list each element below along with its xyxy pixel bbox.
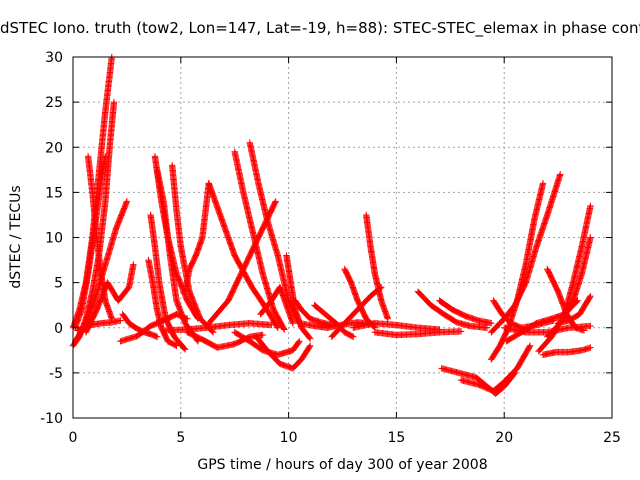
y-tick-label: -10 — [40, 411, 63, 427]
series-arc15 — [162, 320, 275, 334]
x-tick-label: 20 — [495, 430, 513, 446]
data-point — [130, 261, 137, 268]
x-tick-label: 25 — [603, 430, 621, 446]
series-arc26 — [291, 297, 335, 329]
series-arc37 — [457, 342, 534, 395]
data-point — [488, 320, 495, 327]
data-point — [587, 234, 594, 241]
series-arc18 — [205, 180, 282, 331]
series-arc34 — [414, 288, 491, 331]
series-arc5 — [71, 198, 131, 345]
data-point — [153, 333, 161, 340]
series-arc4 — [84, 153, 116, 322]
data-point — [306, 334, 313, 341]
data-point — [587, 292, 594, 300]
data-point — [586, 294, 594, 301]
data-point — [281, 326, 288, 333]
series-arc39 — [488, 171, 564, 336]
x-tick-label: 15 — [387, 430, 405, 446]
series-arc23 — [253, 333, 314, 372]
data-point — [289, 320, 297, 327]
series-arc10 — [145, 256, 180, 349]
data-point — [296, 338, 303, 345]
series-arc21 — [246, 139, 303, 327]
y-tick-label: -5 — [49, 366, 63, 382]
data-point — [181, 345, 188, 352]
series-arc35 — [436, 297, 495, 327]
data-point — [384, 315, 391, 322]
data-point — [272, 198, 279, 205]
series-arc31 — [328, 283, 385, 340]
data-point — [483, 324, 491, 331]
data-series — [69, 53, 594, 397]
data-point — [280, 325, 287, 332]
series-arc45 — [544, 265, 588, 334]
data-point — [102, 153, 109, 160]
data-point — [349, 333, 356, 340]
y-tick-label: 30 — [45, 50, 63, 66]
x-tick-label: 5 — [176, 430, 185, 446]
y-axis-label: dSTEC / TECUs — [8, 185, 24, 289]
data-point — [117, 317, 124, 324]
series-arc22 — [231, 329, 303, 359]
y-tick-label: 20 — [45, 140, 63, 156]
series-arc7 — [74, 317, 124, 334]
data-point — [557, 171, 564, 178]
x-tick-label: 10 — [280, 430, 298, 446]
data-point — [580, 327, 588, 334]
data-point — [306, 342, 314, 349]
data-point — [172, 342, 179, 349]
series-arc25 — [283, 252, 314, 342]
data-point — [587, 344, 594, 351]
data-point — [110, 98, 118, 106]
data-point — [457, 328, 465, 335]
series-arc44 — [544, 234, 594, 340]
data-point — [539, 180, 547, 187]
data-point — [209, 328, 216, 335]
series-arc17 — [181, 180, 213, 295]
data-point — [526, 342, 534, 349]
data-point — [526, 343, 533, 351]
x-tick-label: 0 — [69, 430, 78, 446]
data-point — [587, 202, 594, 210]
x-axis-label: GPS time / hours of day 300 of year 2008 — [197, 457, 488, 473]
series-arc24 — [257, 283, 297, 327]
data-point — [271, 199, 279, 206]
data-point — [295, 339, 302, 346]
y-tick-label: 25 — [45, 95, 63, 111]
series-arc47 — [554, 292, 594, 327]
data-point — [378, 283, 385, 291]
data-point — [306, 343, 313, 351]
data-point — [181, 346, 189, 353]
y-tick-label: 5 — [54, 276, 63, 292]
data-point — [587, 322, 594, 330]
series-arc33 — [371, 328, 465, 339]
series-arc46 — [539, 344, 594, 359]
data-point — [123, 198, 131, 205]
data-point — [377, 284, 384, 292]
series-arc14 — [168, 162, 217, 336]
data-point — [259, 331, 266, 339]
axis-ticks: 0 5 10 15 20 25 -10 -5 0 5 10 15 20 25 30 — [40, 50, 621, 446]
y-tick-label: 10 — [45, 231, 63, 247]
chart-title: dSTEC Iono. truth (tow2, Lon=147, Lat=-1… — [0, 19, 640, 37]
y-tick-label: 0 — [54, 321, 63, 337]
data-point — [306, 335, 314, 342]
series-arc11 — [147, 211, 189, 353]
y-tick-label: 15 — [45, 185, 63, 201]
series-arc30 — [363, 211, 391, 322]
data-point — [350, 333, 357, 340]
